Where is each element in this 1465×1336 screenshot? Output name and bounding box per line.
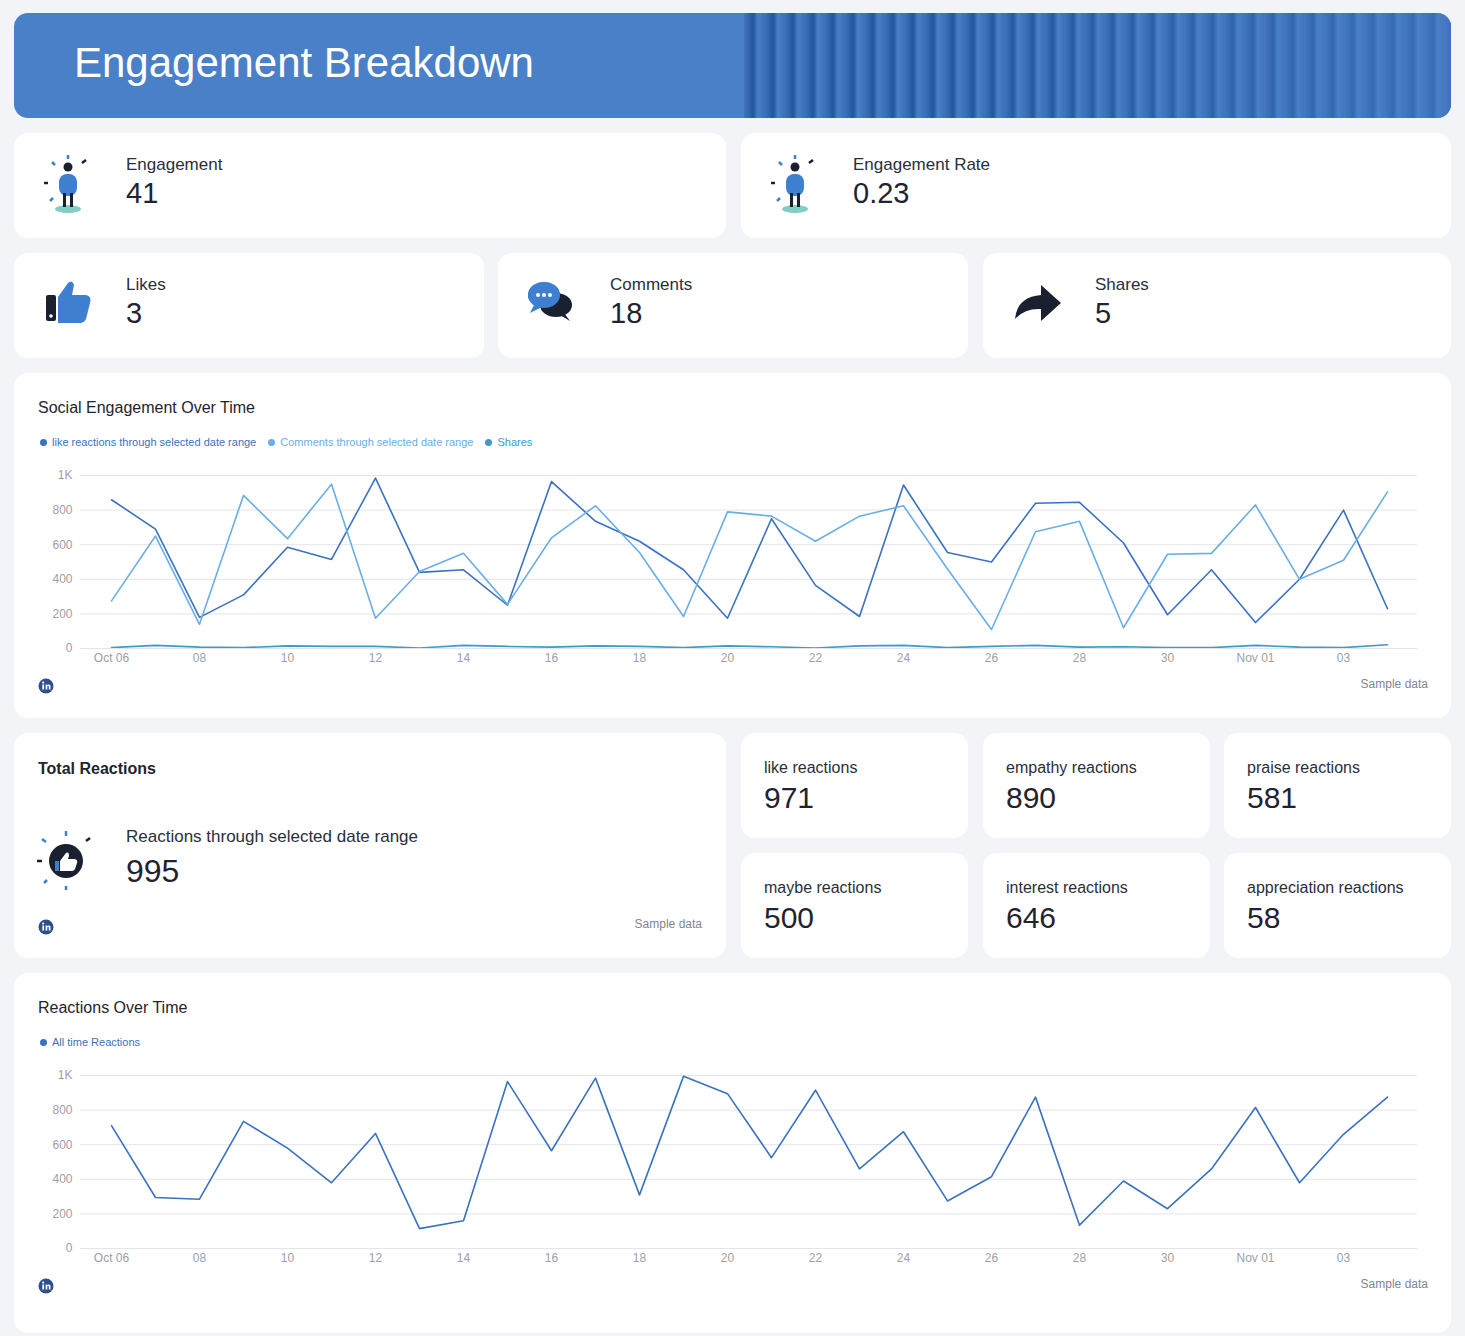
html-text:Shares: Shares <box>1095 275 1149 294</box>
html-text:3: 3 <box>126 297 143 329</box>
svg-text:30: 30 <box>1161 651 1175 665</box>
svg-text:30: 30 <box>1161 1251 1175 1265</box>
svg-text:16: 16 <box>545 651 559 665</box>
svg-text:16: 16 <box>545 1251 559 1265</box>
svg-text:400: 400 <box>52 572 72 586</box>
html-text:interest reactions: interest reactions <box>1006 879 1128 896</box>
svg-text:28: 28 <box>1073 1251 1087 1265</box>
html-text:maybe reactions: maybe reactions <box>764 879 882 896</box>
html-text:Reactions through selected dat: Reactions through selected date range <box>126 827 418 846</box>
svg-text:24: 24 <box>897 1251 911 1265</box>
svg-text:1K: 1K <box>58 1068 73 1082</box>
svg-text:20: 20 <box>721 1251 735 1265</box>
html-text:Sample data: Sample data <box>634 917 702 931</box>
svg-text:600: 600 <box>52 1138 72 1152</box>
svg-text:20: 20 <box>721 651 735 665</box>
svg-text:22: 22 <box>809 1251 823 1265</box>
html-text:All time Reactions: All time Reactions <box>52 1036 140 1048</box>
svg-text:18: 18 <box>633 651 647 665</box>
html-text:0.23: 0.23 <box>853 177 910 209</box>
html-text:appreciation reactions: appreciation reactions <box>1247 879 1404 896</box>
svg-text:0: 0 <box>66 1241 73 1255</box>
html-text:646: 646 <box>1006 901 1057 934</box>
html-text:58: 58 <box>1247 901 1281 934</box>
svg-text:26: 26 <box>985 1251 999 1265</box>
svg-text:Nov 01: Nov 01 <box>1236 1251 1274 1265</box>
html-text:Sample data: Sample data <box>1360 677 1428 691</box>
html-text:Social Engagement Over Time: Social Engagement Over Time <box>38 399 255 416</box>
svg-text:Nov 01: Nov 01 <box>1236 651 1274 665</box>
html-text:Engagement Breakdown: Engagement Breakdown <box>74 39 534 86</box>
html-text:praise reactions: praise reactions <box>1247 759 1360 776</box>
svg-text:18: 18 <box>633 1251 647 1265</box>
svg-text:03: 03 <box>1337 1251 1351 1265</box>
svg-text:800: 800 <box>52 503 72 517</box>
html-text:995: 995 <box>126 853 180 889</box>
svg-text:26: 26 <box>985 651 999 665</box>
html-text:890: 890 <box>1006 781 1057 814</box>
svg-text:22: 22 <box>809 651 823 665</box>
html-text:971: 971 <box>764 781 815 814</box>
svg-text:0: 0 <box>66 641 73 655</box>
svg-text:400: 400 <box>52 1172 72 1186</box>
html-text:5: 5 <box>1095 297 1112 329</box>
html-text:Sample data: Sample data <box>1360 1277 1428 1291</box>
svg-text:14: 14 <box>457 1251 471 1265</box>
svg-text:12: 12 <box>369 651 383 665</box>
html-text:41: 41 <box>126 177 159 209</box>
svg-text:10: 10 <box>281 1251 295 1265</box>
svg-text:Oct 06: Oct 06 <box>94 1251 130 1265</box>
svg-text:Oct 06: Oct 06 <box>94 651 130 665</box>
html-text:Reactions Over Time: Reactions Over Time <box>38 999 188 1016</box>
html-text:Comments: Comments <box>610 275 693 294</box>
svg-text:10: 10 <box>281 651 295 665</box>
html-text:like reactions through selecte: like reactions through selected date ran… <box>52 436 257 448</box>
svg-text:08: 08 <box>193 1251 207 1265</box>
svg-text:800: 800 <box>52 1103 72 1117</box>
html-text:Likes: Likes <box>126 275 166 294</box>
html-text:Comments through selected date: Comments through selected date range <box>280 436 474 448</box>
svg-text:28: 28 <box>1073 651 1087 665</box>
html-text:500: 500 <box>764 901 815 934</box>
html-text:Engagement Rate: Engagement Rate <box>853 155 990 174</box>
html-text:like reactions: like reactions <box>764 759 858 776</box>
html-text:18: 18 <box>610 297 643 329</box>
svg-text:03: 03 <box>1337 651 1351 665</box>
svg-text:200: 200 <box>52 1207 72 1221</box>
svg-text:08: 08 <box>193 651 207 665</box>
svg-text:600: 600 <box>52 538 72 552</box>
svg-text:12: 12 <box>369 1251 383 1265</box>
html-text:Engagement: Engagement <box>126 155 223 174</box>
html-text:Total Reactions: Total Reactions <box>38 760 156 777</box>
html-text:581: 581 <box>1247 781 1298 814</box>
html-text:Shares: Shares <box>497 436 533 448</box>
svg-text:14: 14 <box>457 651 471 665</box>
html-text:empathy reactions: empathy reactions <box>1006 759 1137 776</box>
svg-text:24: 24 <box>897 651 911 665</box>
svg-text:1K: 1K <box>58 468 73 482</box>
svg-text:200: 200 <box>52 607 72 621</box>
